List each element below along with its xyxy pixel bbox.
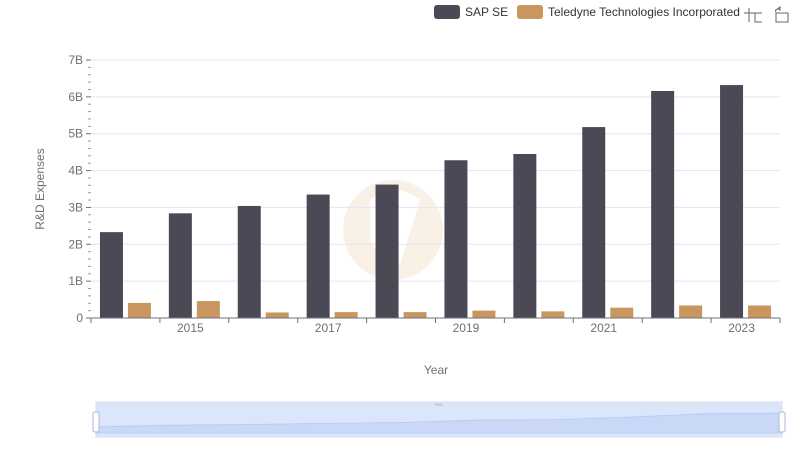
- bar-sap-2022[interactable]: [651, 90, 675, 319]
- restore-icon[interactable]: [775, 6, 789, 23]
- bar-sap-2021[interactable]: [582, 127, 606, 318]
- bar-sap-2020[interactable]: [513, 153, 537, 318]
- bar-teledyne-2014[interactable]: [127, 302, 151, 318]
- y-tick-label: 6B: [68, 90, 83, 104]
- bar-teledyne-2021[interactable]: [610, 307, 634, 318]
- legend-label-teledyne: Teledyne Technologies Incorporated: [548, 5, 740, 19]
- x-axis-ticks: 2015 2017 2019 2021 2023: [90, 318, 781, 335]
- datazoom-handle-left[interactable]: [92, 411, 100, 433]
- bar-teledyne-2023[interactable]: [748, 305, 772, 318]
- y-axis-title: R&D Expenses: [33, 148, 47, 229]
- y-tick-label: 3B: [68, 200, 83, 214]
- bar-sap-2019[interactable]: [444, 160, 468, 318]
- y-axis-ticks: 0 1B 2B 3B 4B 5B 6B 7B: [68, 53, 91, 325]
- bar-sap-2015[interactable]: [168, 213, 192, 318]
- bar-sap-2018[interactable]: [375, 184, 399, 318]
- legend-item-sap[interactable]: SAP SE: [434, 5, 508, 19]
- datazoom-slider[interactable]: [92, 401, 786, 438]
- x-tick-label: 2021: [590, 321, 617, 335]
- y-tick-label: 0: [76, 311, 83, 325]
- datazoom-move-handle[interactable]: [435, 403, 443, 406]
- legend-item-teledyne[interactable]: Teledyne Technologies Incorporated: [517, 5, 740, 19]
- x-tick-label: 2023: [728, 321, 755, 335]
- bar-sap-2017[interactable]: [306, 194, 330, 318]
- bar-teledyne-2015[interactable]: [196, 301, 220, 318]
- y-tick-label: 1B: [68, 274, 83, 288]
- bar-sap-2023[interactable]: [720, 85, 744, 318]
- bar-sap-2014[interactable]: [99, 232, 123, 318]
- bar-sap-2016[interactable]: [237, 205, 261, 318]
- legend-swatch-sap: [434, 5, 460, 19]
- bar-teledyne-2017[interactable]: [334, 312, 358, 318]
- x-tick-label: 2019: [453, 321, 480, 335]
- zoom-icon[interactable]: [744, 8, 762, 23]
- y-tick-label: 2B: [68, 237, 83, 251]
- datazoom-handle-right[interactable]: [778, 411, 786, 433]
- bar-teledyne-2022[interactable]: [679, 305, 703, 318]
- bar-teledyne-2020[interactable]: [541, 311, 565, 318]
- bar-teledyne-2018[interactable]: [403, 312, 427, 318]
- bar-teledyne-2016[interactable]: [265, 312, 289, 318]
- y-tick-label: 7B: [68, 53, 83, 67]
- x-axis-title: Year: [424, 363, 448, 377]
- legend: SAP SE Teledyne Technologies Incorporate…: [434, 5, 740, 19]
- x-tick-label: 2017: [315, 321, 342, 335]
- y-minor-ticks: [88, 66, 91, 312]
- legend-label-sap: SAP SE: [465, 5, 508, 19]
- bars: [99, 85, 772, 319]
- x-tick-label: 2015: [177, 321, 204, 335]
- y-tick-label: 4B: [68, 164, 83, 178]
- y-tick-label: 5B: [68, 127, 83, 141]
- legend-swatch-teledyne: [517, 5, 543, 19]
- bar-teledyne-2019[interactable]: [472, 310, 496, 318]
